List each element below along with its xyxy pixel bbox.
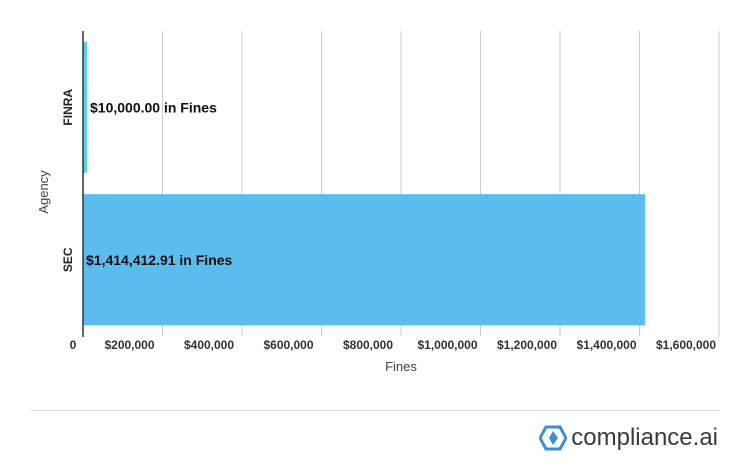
data-label: $10,000.00 in Fines — [90, 99, 217, 115]
bars — [83, 41, 646, 326]
x-tick-label: $1,400,000 — [576, 338, 636, 352]
data-labels: $10,000.00 in Fines $1,414,412.91 in Fine… — [86, 99, 233, 268]
x-tick-label: $1,600,000 — [656, 338, 716, 352]
brand-logo: compliance.ai — [539, 424, 718, 452]
x-tick-label: $1,200,000 — [497, 338, 557, 352]
data-label: $1,414,412.91 in Fines — [86, 252, 233, 268]
category-label: FINRA — [61, 89, 75, 126]
x-tick-label: $1,000,000 — [417, 338, 477, 352]
grid-lines — [162, 31, 720, 336]
bar-finra — [83, 41, 87, 173]
x-tick-label: $200,000 — [104, 338, 154, 352]
x-tick-label: $400,000 — [184, 338, 234, 352]
category-labels: FINRA SEC — [61, 89, 75, 273]
category-label: SEC — [61, 247, 75, 272]
x-tick-label: $600,000 — [263, 338, 313, 352]
x-tick-labels: 0 $200,000 $400,000 $600,000 $800,000 $1,000,… — [70, 338, 717, 352]
footer-divider — [30, 410, 720, 411]
x-tick-label: 0 — [70, 338, 77, 352]
bar-sec — [83, 194, 646, 326]
compliance-logo-icon — [539, 425, 568, 451]
fines-bar-chart: 0 $200,000 $400,000 $600,000 $800,000 $1,000,… — [36, 31, 720, 374]
x-tick-label: $800,000 — [343, 338, 393, 352]
x-axis-title: Fines — [385, 359, 417, 374]
brand-name: compliance.ai — [571, 424, 718, 451]
y-axis-title: Agency — [36, 170, 51, 214]
